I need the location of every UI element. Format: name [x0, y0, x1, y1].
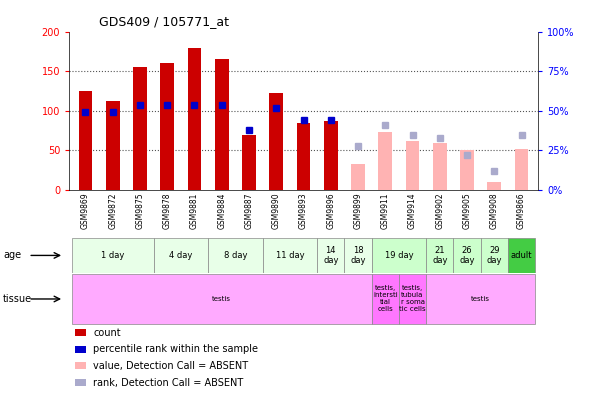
Bar — [371, 274, 399, 324]
Text: GSM9893: GSM9893 — [299, 192, 308, 229]
Bar — [508, 238, 535, 272]
Text: testis: testis — [471, 296, 490, 302]
Bar — [453, 238, 481, 272]
Text: GSM9866: GSM9866 — [517, 192, 526, 229]
Text: testis,
tubula
r soma
tic cells: testis, tubula r soma tic cells — [399, 286, 426, 312]
Text: 29
day: 29 day — [487, 246, 502, 265]
Bar — [481, 238, 508, 272]
Text: GDS409 / 105771_at: GDS409 / 105771_at — [99, 15, 229, 28]
Text: GSM9896: GSM9896 — [326, 192, 335, 229]
Text: age: age — [3, 250, 21, 261]
Bar — [426, 238, 453, 272]
Text: GSM9872: GSM9872 — [108, 192, 117, 229]
Bar — [317, 238, 344, 272]
Bar — [133, 67, 147, 190]
Bar — [72, 274, 371, 324]
Text: percentile rank within the sample: percentile rank within the sample — [93, 344, 258, 354]
Bar — [106, 101, 120, 190]
Bar — [379, 132, 392, 190]
Text: GSM9881: GSM9881 — [190, 192, 199, 229]
Text: testis,
intersti
tial
cells: testis, intersti tial cells — [373, 286, 398, 312]
Bar — [460, 150, 474, 190]
Bar — [160, 63, 174, 190]
Text: value, Detection Call = ABSENT: value, Detection Call = ABSENT — [93, 361, 248, 371]
Text: GSM9869: GSM9869 — [81, 192, 90, 229]
Text: 4 day: 4 day — [169, 251, 192, 260]
Bar — [487, 182, 501, 190]
Bar — [514, 149, 528, 190]
Bar — [208, 238, 263, 272]
Bar — [215, 59, 228, 190]
Text: testis: testis — [212, 296, 231, 302]
Text: rank, Detection Call = ABSENT: rank, Detection Call = ABSENT — [93, 377, 243, 388]
Text: GSM9902: GSM9902 — [435, 192, 444, 229]
Text: GSM9899: GSM9899 — [353, 192, 362, 229]
Text: count: count — [93, 327, 121, 338]
Text: GSM9875: GSM9875 — [135, 192, 144, 229]
Bar — [399, 274, 426, 324]
Bar — [263, 238, 317, 272]
Text: tissue: tissue — [3, 294, 32, 304]
Text: GSM9905: GSM9905 — [463, 192, 472, 229]
Bar — [242, 135, 256, 190]
Text: GSM9911: GSM9911 — [381, 192, 390, 229]
Text: GSM9914: GSM9914 — [408, 192, 417, 229]
Bar — [371, 238, 426, 272]
Text: 21
day: 21 day — [432, 246, 448, 265]
Bar — [188, 48, 201, 190]
Text: 1 day: 1 day — [101, 251, 124, 260]
Text: GSM9908: GSM9908 — [490, 192, 499, 229]
Text: GSM9884: GSM9884 — [217, 192, 226, 229]
Text: GSM9887: GSM9887 — [245, 192, 254, 229]
Bar — [154, 238, 208, 272]
Bar — [344, 238, 371, 272]
Text: GSM9878: GSM9878 — [163, 192, 172, 229]
Bar — [426, 274, 535, 324]
Text: 18
day: 18 day — [350, 246, 366, 265]
Text: 8 day: 8 day — [224, 251, 247, 260]
Bar — [433, 143, 447, 190]
Text: 11 day: 11 day — [276, 251, 304, 260]
Bar — [351, 164, 365, 190]
Text: GSM9890: GSM9890 — [272, 192, 281, 229]
Bar — [406, 141, 419, 190]
Bar — [79, 91, 93, 190]
Text: adult: adult — [511, 251, 532, 260]
Text: 14
day: 14 day — [323, 246, 338, 265]
Bar — [269, 93, 283, 190]
Text: 19 day: 19 day — [385, 251, 413, 260]
Text: 26
day: 26 day — [459, 246, 475, 265]
Bar — [324, 121, 338, 190]
Bar — [297, 123, 310, 190]
Bar — [72, 238, 154, 272]
